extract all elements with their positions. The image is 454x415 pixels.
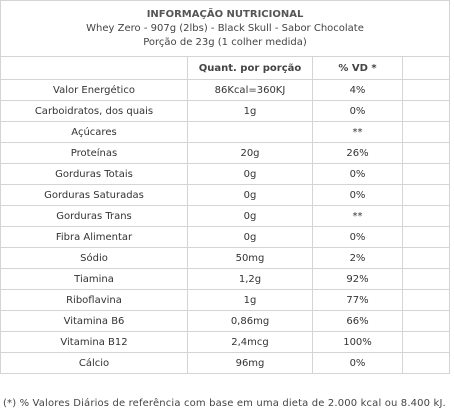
column-header-row: Quant. por porção % VD * [0, 56, 451, 80]
table-row: Carboidratos, dos quais 1g 0% [0, 100, 451, 122]
quantity-cell: 0g [187, 163, 313, 185]
daily-value-cell: 26% [312, 142, 403, 164]
nutrient-rows: Valor Energético 86Kcal=360KJ 4% Carboidrat… [0, 79, 451, 374]
table-row: Valor Energético 86Kcal=360KJ 4% [0, 79, 451, 101]
nutrient-name-cell: Vitamina B6 [0, 310, 188, 332]
nutrient-name-cell: Cálcio [0, 352, 188, 374]
daily-value-cell: 92% [312, 268, 403, 290]
daily-value-cell: 0% [312, 184, 403, 206]
table-header-row: INFORMAÇÃO NUTRICIONAL Whey Zero - 907g … [0, 0, 451, 57]
nutrient-name-cell: Riboflavina [0, 289, 188, 311]
quantity-cell: 0g [187, 184, 313, 206]
daily-value-cell: 0% [312, 100, 403, 122]
blank-cell [401, 352, 451, 374]
blank-cell [401, 331, 451, 353]
daily-value-cell: 2% [312, 247, 403, 269]
daily-value-cell: ** [312, 121, 403, 143]
daily-value-cell: 66% [312, 310, 403, 332]
table-row: Proteínas 20g 26% [0, 142, 451, 164]
blank-cell [401, 205, 451, 227]
blank-cell [401, 100, 451, 122]
table-row: Fibra Alimentar 0g 0% [0, 226, 451, 248]
daily-value-cell: 77% [312, 289, 403, 311]
nutrition-facts-table: INFORMAÇÃO NUTRICIONAL Whey Zero - 907g … [0, 0, 451, 374]
quantity-cell: 86Kcal=360KJ [187, 79, 313, 101]
table-row: Riboflavina 1g 77% [0, 289, 451, 311]
quantity-cell [187, 121, 313, 143]
blank-cell [401, 163, 451, 185]
quantity-cell: 0,86mg [187, 310, 313, 332]
table-row: Cálcio 96mg 0% [0, 352, 451, 374]
quantity-cell: 20g [187, 142, 313, 164]
table-header: INFORMAÇÃO NUTRICIONAL Whey Zero - 907g … [0, 0, 451, 57]
daily-value-cell: 4% [312, 79, 403, 101]
nutrient-name-cell: Valor Energético [0, 79, 188, 101]
nutrient-name-cell: Carboidratos, dos quais [0, 100, 188, 122]
blank-cell [401, 121, 451, 143]
column-header-daily-value: % VD * [312, 56, 403, 80]
quantity-cell: 0g [187, 205, 313, 227]
blank-cell [401, 268, 451, 290]
daily-value-cell: 0% [312, 352, 403, 374]
blank-cell [401, 247, 451, 269]
quantity-cell: 2,4mcg [187, 331, 313, 353]
table-row: Gorduras Saturadas 0g 0% [0, 184, 451, 206]
daily-value-cell: ** [312, 205, 403, 227]
blank-cell [401, 184, 451, 206]
column-header-nutrient [0, 56, 188, 80]
blank-cell [401, 142, 451, 164]
column-header-quantity: Quant. por porção [187, 56, 313, 80]
product-description: Whey Zero - 907g (2lbs) - Black Skull - … [86, 22, 364, 34]
blank-cell [401, 79, 451, 101]
nutrient-name-cell: Fibra Alimentar [0, 226, 188, 248]
table-row: Gorduras Totais 0g 0% [0, 163, 451, 185]
table-row: Tiamina 1,2g 92% [0, 268, 451, 290]
daily-value-cell: 0% [312, 226, 403, 248]
quantity-cell: 1g [187, 289, 313, 311]
quantity-cell: 1,2g [187, 268, 313, 290]
quantity-cell: 1g [187, 100, 313, 122]
table-row: Vitamina B12 2,4mcg 100% [0, 331, 451, 353]
nutrient-name-cell: Gorduras Saturadas [0, 184, 188, 206]
blank-cell [401, 310, 451, 332]
table-row: Gorduras Trans 0g ** [0, 205, 451, 227]
table-row: Vitamina B6 0,86mg 66% [0, 310, 451, 332]
table-row: Sódio 50mg 2% [0, 247, 451, 269]
quantity-cell: 50mg [187, 247, 313, 269]
nutrient-name-cell: Açúcares [0, 121, 188, 143]
nutrient-name-cell: Vitamina B12 [0, 331, 188, 353]
column-header-blank [401, 56, 451, 80]
serving-size: Porção de 23g (1 colher medida) [143, 36, 307, 48]
quantity-cell: 96mg [187, 352, 313, 374]
blank-cell [401, 226, 451, 248]
nutrient-name-cell: Gorduras Trans [0, 205, 188, 227]
daily-value-cell: 100% [312, 331, 403, 353]
daily-value-cell: 0% [312, 163, 403, 185]
table-title: INFORMAÇÃO NUTRICIONAL [146, 8, 304, 20]
nutrient-name-cell: Tiamina [0, 268, 188, 290]
quantity-cell: 0g [187, 226, 313, 248]
footnote: (*) % Valores Diários de referência com … [3, 398, 446, 409]
blank-cell [401, 289, 451, 311]
nutrient-name-cell: Gorduras Totais [0, 163, 188, 185]
table-row: Açúcares ** [0, 121, 451, 143]
nutrient-name-cell: Sódio [0, 247, 188, 269]
nutrient-name-cell: Proteínas [0, 142, 188, 164]
